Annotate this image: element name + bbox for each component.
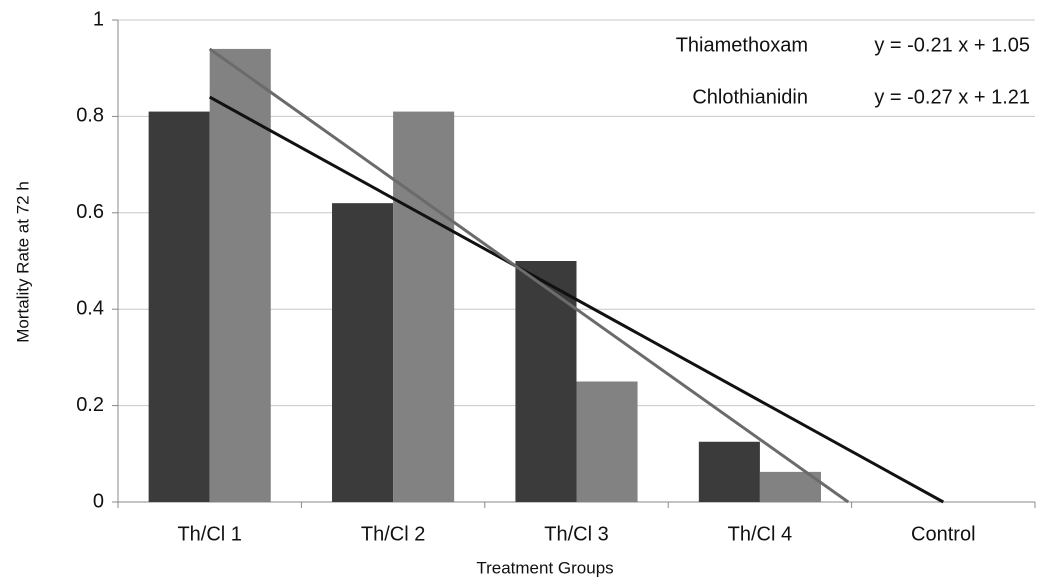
x-tick-label: Th/Cl 2 [361,523,425,545]
y-tick-label: 0.6 [76,201,104,223]
x-axis-title: Treatment Groups [476,558,613,577]
y-tick-label: 0.8 [76,105,104,127]
bar [698,441,760,502]
x-tick-label: Control [911,523,975,545]
y-tick-label: 0.2 [76,394,104,416]
bar [209,48,271,503]
trend-equation: y = -0.27 x + 1.21 [874,86,1030,108]
trend-line [208,47,850,504]
trend-line [208,95,945,504]
bar [515,261,577,502]
trend-series-name: Thiamethoxam [676,34,808,56]
y-tick-label: 1 [93,8,104,30]
bar [393,111,455,502]
y-axis-title: Mortality Rate at 72 h [13,181,32,343]
x-tick-label: Th/Cl 4 [728,523,792,545]
x-tick-label: Th/Cl 1 [177,523,241,545]
trend-equation: y = -0.21 x + 1.05 [874,34,1030,56]
trend-series-name: Chlothianidin [692,86,808,108]
y-tick-label: 0.4 [76,297,104,319]
y-tick-label: 0 [93,490,104,512]
x-tick-label: Th/Cl 3 [544,523,608,545]
bar [148,111,210,502]
bar [332,203,394,502]
bar [576,381,638,502]
